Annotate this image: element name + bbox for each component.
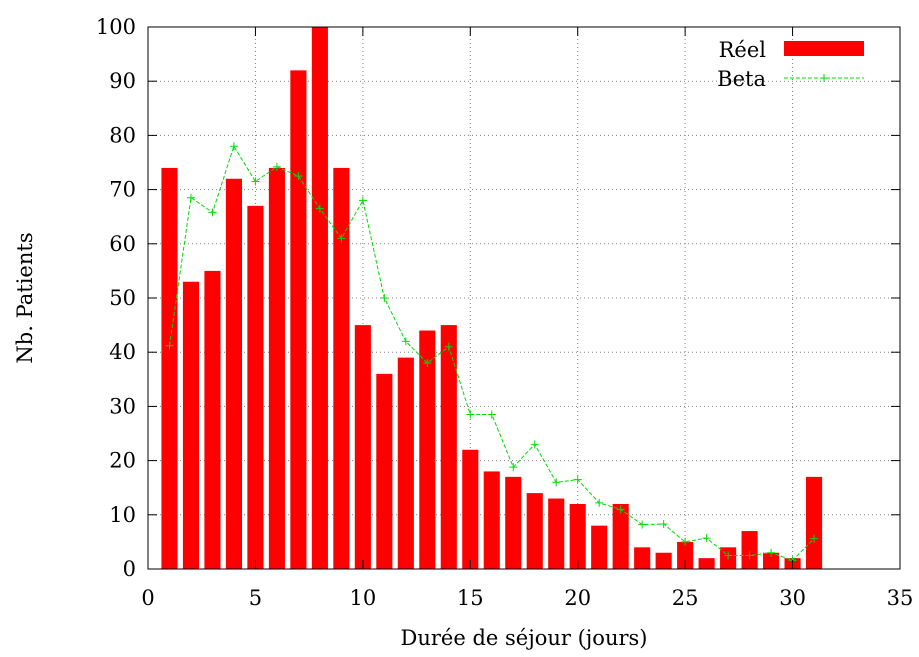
- x-tick-label: 30: [779, 586, 806, 610]
- point-beta: [573, 475, 582, 484]
- point-beta: [272, 162, 281, 171]
- legend-swatch-real: [784, 41, 864, 56]
- bar-real: [806, 476, 823, 569]
- point-beta: [745, 551, 754, 560]
- point-beta: [810, 534, 819, 543]
- y-tick-label: 100: [96, 15, 136, 39]
- y-tick-label: 40: [109, 340, 136, 364]
- legend-point-beta: [820, 74, 828, 82]
- x-tick-label: 15: [457, 586, 484, 610]
- point-beta: [638, 520, 647, 529]
- point-beta: [509, 463, 518, 472]
- y-tick-label: 30: [109, 394, 136, 418]
- point-beta: [229, 142, 238, 151]
- bar-real: [182, 281, 200, 569]
- bar-real: [225, 178, 242, 569]
- point-beta: [487, 410, 496, 419]
- bar-real: [440, 325, 457, 569]
- y-tick-label: 10: [109, 503, 136, 527]
- bar-real: [763, 552, 780, 569]
- point-beta: [358, 196, 367, 205]
- x-tick-label: 25: [672, 586, 699, 610]
- legend-marker-beta: [820, 74, 828, 82]
- point-beta: [616, 505, 625, 514]
- x-tick-label: 0: [141, 586, 154, 610]
- point-beta: [659, 520, 668, 529]
- bar-real: [204, 270, 221, 569]
- point-beta: [337, 234, 346, 243]
- bar-real: [698, 558, 715, 569]
- bar-real: [462, 449, 479, 569]
- bar-real: [548, 498, 565, 569]
- legend: Réel Beta: [717, 38, 864, 91]
- bar-real: [677, 541, 694, 569]
- point-beta: [552, 478, 561, 487]
- x-tick-label: 20: [564, 586, 591, 610]
- point-beta: [165, 341, 174, 350]
- point-beta: [294, 172, 303, 181]
- y-tick-label: 60: [109, 232, 136, 256]
- point-beta: [702, 534, 711, 543]
- tick-labels: 0 5 10 15 20 25 30 35 0 10 20 30 40 50 60 70 80 90 100: [96, 15, 913, 610]
- point-beta: [208, 208, 217, 217]
- grid: [148, 27, 900, 569]
- bar-real: [569, 503, 586, 569]
- axes: [147, 26, 901, 570]
- point-beta: [423, 359, 432, 368]
- point-beta: [466, 410, 475, 419]
- bar-real: [741, 531, 758, 569]
- point-beta: [767, 548, 776, 557]
- point-beta: [251, 177, 260, 186]
- bar-real: [397, 357, 414, 569]
- y-tick-label: 20: [109, 449, 136, 473]
- bar-real: [655, 552, 672, 569]
- y-tick-label: 50: [109, 286, 136, 310]
- x-tick-label: 5: [249, 586, 262, 610]
- y-tick-label: 0: [123, 557, 136, 581]
- point-beta: [315, 204, 324, 213]
- bar-real: [247, 205, 264, 570]
- bar-real: [311, 27, 328, 569]
- bar-real: [526, 493, 543, 569]
- point-beta: [444, 342, 453, 351]
- bar-real: [161, 167, 178, 570]
- point-beta: [724, 551, 733, 560]
- y-axis-title: Nb. Patients: [13, 232, 37, 363]
- bar-real: [333, 167, 350, 570]
- bar-real: [268, 167, 285, 570]
- point-beta: [681, 537, 690, 546]
- x-axis-title: Durée de séjour (jours): [401, 626, 648, 650]
- bar-real: [354, 325, 371, 569]
- point-beta: [186, 193, 195, 202]
- legend-label-beta: Beta: [717, 67, 766, 91]
- y-tick-label: 80: [109, 123, 136, 147]
- line-beta: [165, 142, 819, 565]
- legend-label-real: Réel: [719, 38, 767, 62]
- bar-real: [376, 373, 393, 569]
- bar-real: [612, 503, 629, 569]
- point-beta: [530, 440, 539, 449]
- point-beta: [595, 498, 604, 507]
- point-beta: [401, 337, 410, 346]
- bar-real: [483, 471, 500, 569]
- x-tick-label: 10: [349, 586, 376, 610]
- bar-real: [505, 476, 522, 569]
- y-tick-label: 70: [109, 178, 136, 202]
- point-beta: [380, 294, 389, 302]
- bar-real: [634, 547, 651, 569]
- bars-real: [161, 27, 823, 570]
- y-tick-label: 90: [109, 69, 136, 93]
- bar-real: [290, 70, 307, 570]
- bar-real: [591, 525, 608, 569]
- x-tick-label: 35: [887, 586, 914, 610]
- bar-real: [419, 330, 436, 569]
